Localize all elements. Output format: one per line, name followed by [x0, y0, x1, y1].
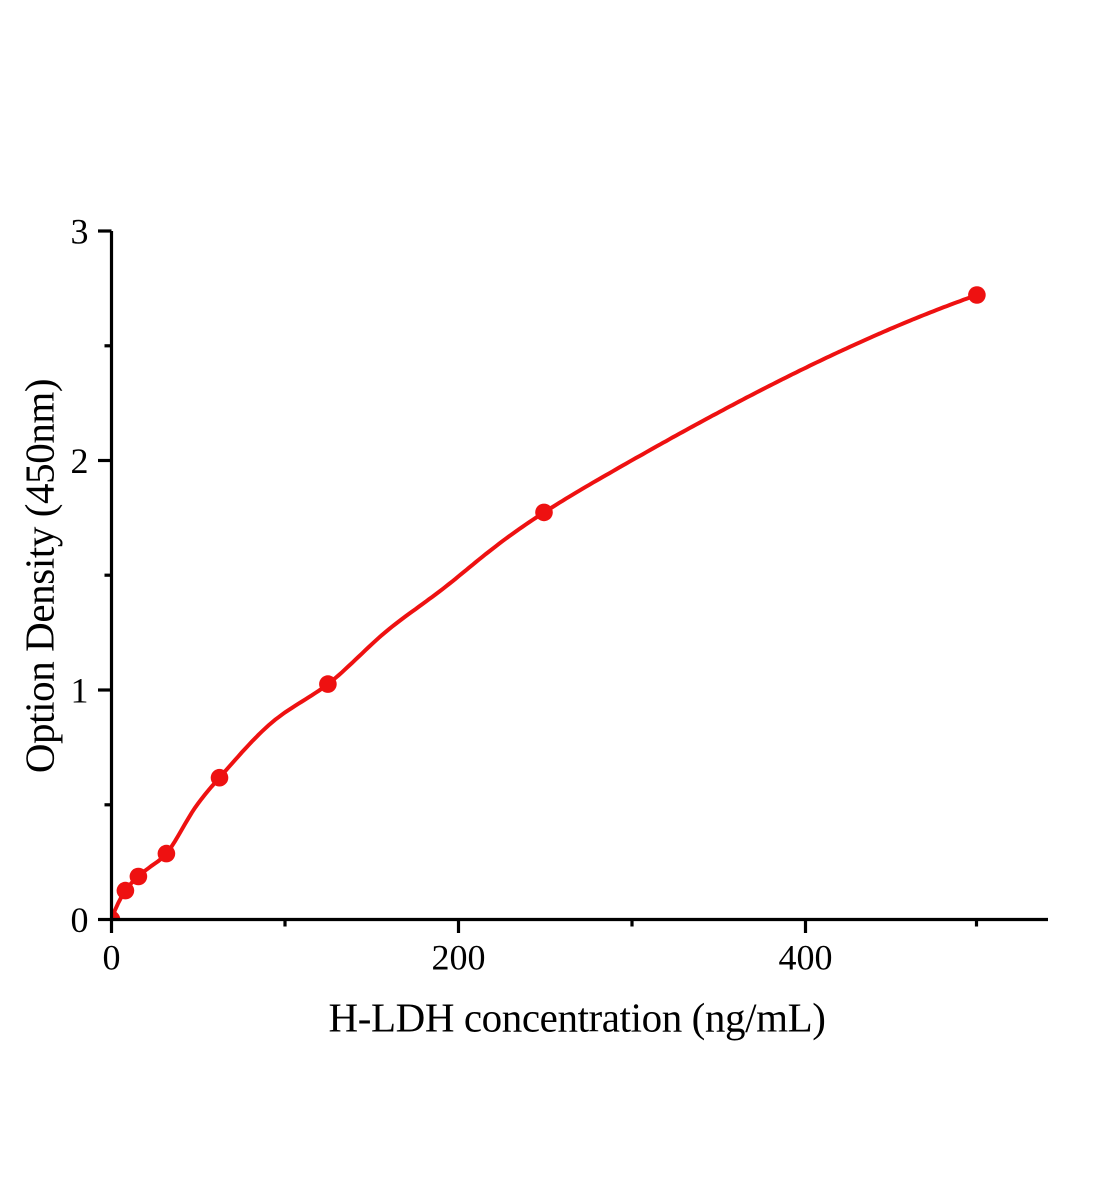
svg-text:2: 2 — [71, 441, 89, 481]
svg-text:200: 200 — [432, 938, 486, 978]
svg-text:0: 0 — [71, 900, 89, 940]
svg-text:0: 0 — [103, 938, 121, 978]
svg-text:H-LDH concentration (ng/mL): H-LDH concentration (ng/mL) — [329, 995, 826, 1041]
svg-text:1: 1 — [71, 670, 89, 710]
svg-text:Option Density (450nm): Option Density (450nm) — [17, 379, 63, 773]
svg-text:3: 3 — [71, 211, 89, 251]
svg-text:400: 400 — [779, 938, 833, 978]
